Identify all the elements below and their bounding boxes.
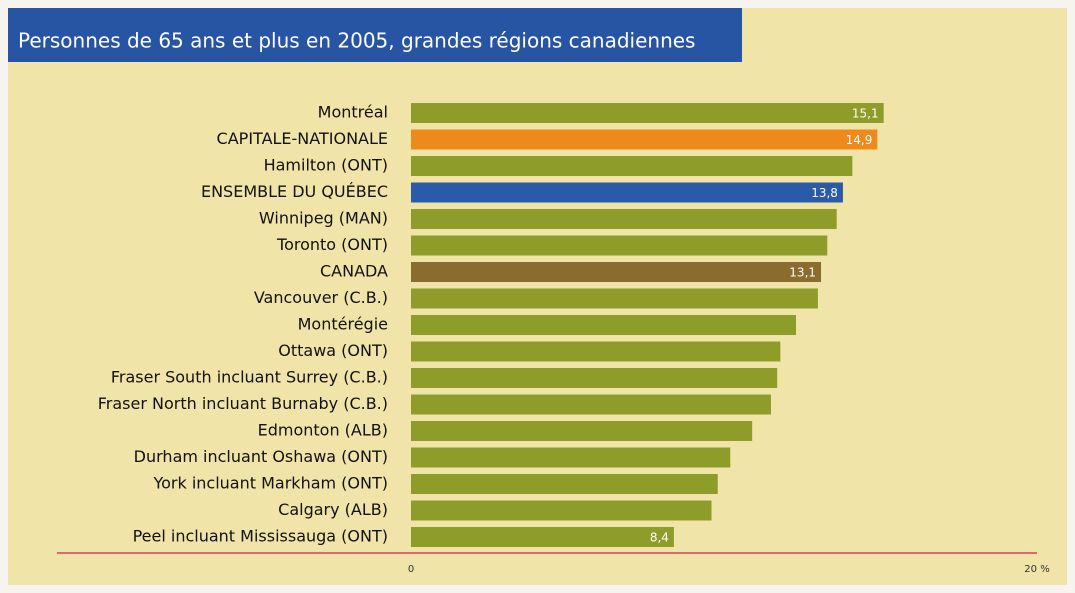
y-tick-label: ENSEMBLE DU QUÉBEC (201, 182, 388, 201)
y-tick-label: Vancouver (C.B.) (254, 288, 388, 307)
bar (411, 235, 828, 256)
value-label: 14,9 (846, 133, 873, 147)
y-tick-label: Winnipeg (MAN) (259, 209, 388, 228)
chart-title: Personnes de 65 ans et plus en 2005, gra… (18, 29, 695, 53)
y-tick-label: Fraser North incluant Burnaby (C.B.) (98, 394, 388, 413)
y-tick-label: Hamilton (ONT) (264, 156, 388, 175)
value-label: 13,1 (789, 266, 816, 280)
y-tick-label: York incluant Markham (ONT) (152, 474, 388, 493)
value-label: 8,4 (650, 531, 669, 545)
title-bar (8, 8, 742, 62)
bar (411, 421, 753, 441)
bar (411, 341, 781, 362)
y-tick-label: CAPITALE-NATIONALE (217, 129, 388, 148)
bar (411, 129, 878, 150)
bar (411, 447, 731, 468)
bar (411, 209, 837, 229)
bar (411, 394, 771, 415)
y-tick-label: Durham incluant Oshawa (ONT) (134, 447, 388, 466)
y-tick-label: Montréal (318, 103, 388, 122)
value-label: 13,8 (811, 186, 838, 200)
bar (411, 474, 718, 494)
bar (411, 527, 674, 547)
value-label: 15,1 (852, 107, 879, 121)
y-tick-label: Ottawa (ONT) (278, 341, 388, 360)
y-tick-label: Toronto (ONT) (276, 235, 388, 254)
bar (411, 315, 796, 335)
bar (411, 500, 712, 521)
y-tick-label: Edmonton (ALB) (258, 421, 388, 440)
bar (411, 182, 843, 203)
bar (411, 288, 818, 309)
y-tick-label: Montérégie (298, 315, 388, 334)
y-tick-label: Peel incluant Mississauga (ONT) (133, 527, 388, 546)
y-tick-label: Calgary (ALB) (278, 500, 388, 519)
bar (411, 368, 778, 388)
y-tick-label: Fraser South incluant Surrey (C.B.) (111, 368, 388, 387)
x-tick-label: 20 % (1024, 564, 1049, 575)
bar (411, 156, 853, 176)
bar (411, 103, 884, 123)
x-tick-label: 0 (408, 564, 414, 575)
y-tick-label: CANADA (320, 262, 388, 281)
bar (411, 262, 822, 282)
